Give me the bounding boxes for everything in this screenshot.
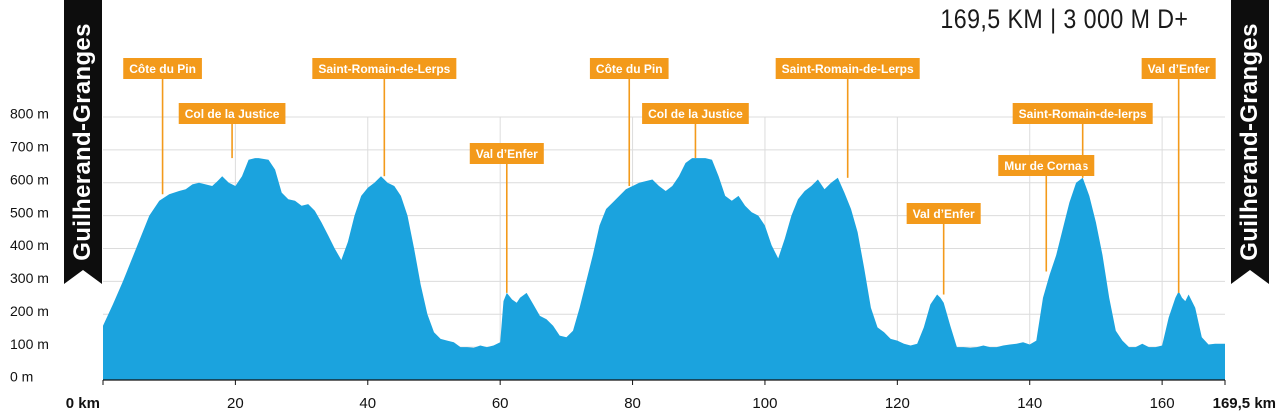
elevation-series [103, 158, 1225, 380]
x-tick-label: 80 [624, 395, 641, 412]
y-tick-label: 100 m [10, 336, 49, 352]
x-tick-label: 0 km [66, 395, 100, 412]
x-tick-label: 100 [752, 395, 777, 412]
climb-marker: Côte du Pin [123, 58, 202, 195]
climb-marker-label: Côte du Pin [596, 62, 663, 76]
y-tick-label: 300 m [10, 270, 49, 286]
axes: 0 m 100 m 200 m 300 m 400 m 500 m 600 m 700 m 80… [10, 106, 1276, 412]
y-tick-label: 400 m [10, 237, 49, 253]
climb-marker-box [642, 103, 749, 124]
climb-marker-box [178, 103, 286, 124]
y-tick-label: 700 m [10, 139, 49, 155]
climb-marker-label: Val d’Enfer [476, 147, 538, 161]
climb-marker-label: Côte du Pin [129, 62, 196, 76]
climb-marker-label: Val d’Enfer [913, 207, 975, 221]
x-tick-label: 169,5 km [1213, 395, 1276, 412]
climb-marker: Saint-Romain-de-Lerps [312, 58, 457, 177]
route-summary: 169,5 KM | 3 000 M D+ [939, 4, 1188, 34]
climb-marker-label: Saint-Romain-de-Lerps [782, 62, 914, 76]
x-tick-label: 20 [227, 395, 244, 412]
climb-marker: Val d’Enfer [906, 203, 981, 295]
climb-marker-box [469, 143, 544, 164]
climb-marker-label: Col de la Justice [185, 107, 280, 121]
x-tick-label: 40 [359, 395, 376, 412]
climb-marker-label: Saint-Romain-de-lerps [1019, 107, 1147, 121]
y-tick-label: 800 m [10, 106, 49, 122]
elevation-area [103, 158, 1225, 380]
start-location-label: Guilherand-Granges [69, 23, 96, 261]
climb-marker: Col de la Justice [178, 103, 286, 159]
finish-location-label: Guilherand-Granges [1236, 23, 1263, 261]
y-tick-label: 600 m [10, 171, 49, 187]
climb-marker-label: Mur de Cornas [1004, 159, 1088, 173]
x-tick-label: 120 [885, 395, 910, 412]
climb-markers: Côte du Pin Col de la Justice Saint-Romain… [123, 58, 1216, 295]
climb-marker-box [589, 58, 669, 79]
finish-flag: Guilherand-Granges [1231, 0, 1269, 284]
climb-marker-label: Saint-Romain-de-Lerps [318, 62, 450, 76]
x-tick-label: 60 [492, 395, 509, 412]
climb-marker: Saint-Romain-de-lerps [1012, 103, 1153, 178]
climb-marker-box [1141, 58, 1216, 79]
climb-marker-box [998, 155, 1095, 176]
climb-marker-box [775, 58, 920, 79]
x-tick-label: 160 [1150, 395, 1175, 412]
climb-marker: Col de la Justice [642, 103, 749, 159]
climb-marker-box [1012, 103, 1153, 124]
climb-marker: Saint-Romain-de-Lerps [775, 58, 920, 178]
start-flag-shape [64, 0, 102, 284]
x-tick-label: 140 [1017, 395, 1042, 412]
climb-marker-label: Val d’Enfer [1148, 62, 1210, 76]
start-flag: Guilherand-Granges [64, 0, 102, 284]
climb-marker: Val d’Enfer [1141, 58, 1216, 293]
climb-marker-box [906, 203, 981, 224]
climb-marker-box [123, 58, 202, 79]
finish-flag-shape [1231, 0, 1269, 284]
y-tick-label: 0 m [10, 369, 33, 385]
climb-marker: Côte du Pin [589, 58, 669, 187]
climb-marker: Val d’Enfer [469, 143, 544, 293]
y-tick-label: 200 m [10, 303, 49, 319]
climb-marker: Mur de Cornas [998, 155, 1095, 272]
climb-marker-box [312, 58, 457, 79]
y-tick-label: 500 m [10, 204, 49, 220]
climb-marker-label: Col de la Justice [648, 107, 743, 121]
